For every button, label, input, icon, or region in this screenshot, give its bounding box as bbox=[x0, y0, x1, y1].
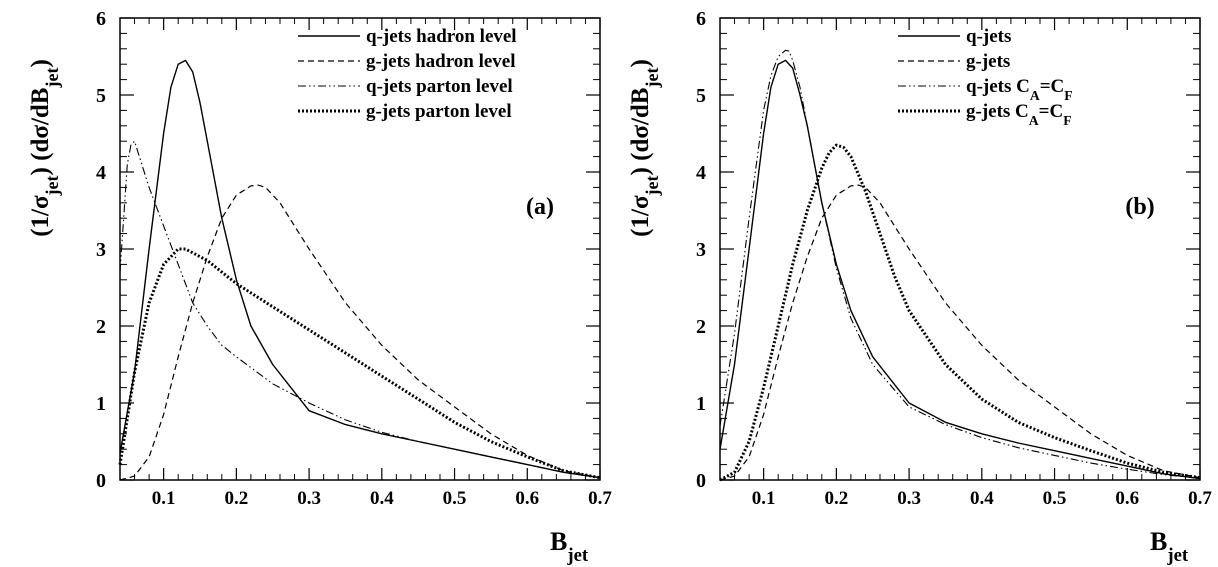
plot-frame bbox=[719, 17, 1201, 481]
x-axis-label: Bjet bbox=[550, 527, 589, 566]
y-tick-label: 5 bbox=[96, 85, 106, 107]
x-tick-label: 0.4 bbox=[970, 488, 994, 509]
x-tick-label: 0.7 bbox=[1188, 488, 1212, 509]
legend-entry: q-jets parton level bbox=[366, 76, 513, 97]
y-tick-label: 0 bbox=[696, 470, 706, 492]
series-line-3 bbox=[119, 140, 601, 479]
series-line-3 bbox=[719, 49, 1201, 480]
y-tick-label: 1 bbox=[96, 393, 106, 415]
panel-label: (b) bbox=[1125, 194, 1154, 220]
y-tick-label: 0 bbox=[96, 470, 106, 492]
x-tick-label: 0.2 bbox=[824, 488, 848, 509]
panel-b: 0.1 0.2 0.3 0.4 0.5 0.6 0.7 0 1 2 3 4 5 6 q-jets g-jets… bbox=[627, 8, 1212, 566]
y-tick-label: 1 bbox=[696, 393, 706, 415]
legend-entry: g-jets bbox=[966, 51, 1010, 72]
x-tick-label: 0.3 bbox=[297, 488, 321, 509]
panel-label: (a) bbox=[526, 194, 554, 220]
x-tick-label: 0.5 bbox=[443, 488, 467, 509]
x-tick-label: 0.7 bbox=[588, 488, 612, 509]
y-tick-label: 2 bbox=[96, 316, 106, 338]
legend-entry: q-jets CA=CF bbox=[966, 76, 1073, 103]
series-line-4 bbox=[118, 247, 601, 480]
y-tick-label: 4 bbox=[696, 162, 706, 184]
y-tick-label: 3 bbox=[96, 239, 106, 261]
x-tick-label: 0.2 bbox=[224, 488, 248, 509]
series-line-4 bbox=[719, 143, 1201, 482]
x-tick-label: 0.1 bbox=[752, 488, 776, 509]
plot-frame bbox=[119, 17, 601, 481]
y-tick-label: 6 bbox=[96, 8, 106, 30]
y-tick-label: 4 bbox=[96, 162, 106, 184]
x-axis-label: Bjet bbox=[1150, 527, 1189, 566]
y-tick-label: 5 bbox=[696, 85, 706, 107]
legend-entry: q-jets hadron level bbox=[366, 26, 517, 47]
y-tick-label: 3 bbox=[696, 239, 706, 261]
x-tick-label: 0.1 bbox=[152, 488, 176, 509]
series-line-1 bbox=[719, 59, 1201, 480]
legend-entry: g-jets hadron level bbox=[366, 51, 516, 72]
series-line-1 bbox=[119, 59, 601, 479]
panel-a: 0.1 0.2 0.3 0.4 0.5 0.6 0.7 0 1 2 3 4 5 6 q-jets hadro… bbox=[27, 8, 612, 566]
x-tick-label: 0.3 bbox=[897, 488, 921, 509]
y-axis-label: (1/σjet) (dσ/dBjet) bbox=[27, 59, 62, 237]
y-axis-label: (1/σjet) (dσ/dBjet) bbox=[627, 59, 662, 237]
x-tick-label: 0.6 bbox=[1115, 488, 1139, 509]
legend-entry: g-jets parton level bbox=[366, 101, 512, 122]
x-tick-label: 0.6 bbox=[515, 488, 539, 509]
x-tick-label: 0.5 bbox=[1043, 488, 1067, 509]
legend-entry: q-jets bbox=[966, 26, 1011, 47]
x-tick-label: 0.4 bbox=[370, 488, 394, 509]
series-line-2 bbox=[719, 184, 1201, 481]
series-line-2 bbox=[119, 184, 601, 481]
y-tick-label: 2 bbox=[696, 316, 706, 338]
legend-entry: g-jets CA=CF bbox=[966, 101, 1072, 128]
y-tick-label: 6 bbox=[696, 8, 706, 30]
